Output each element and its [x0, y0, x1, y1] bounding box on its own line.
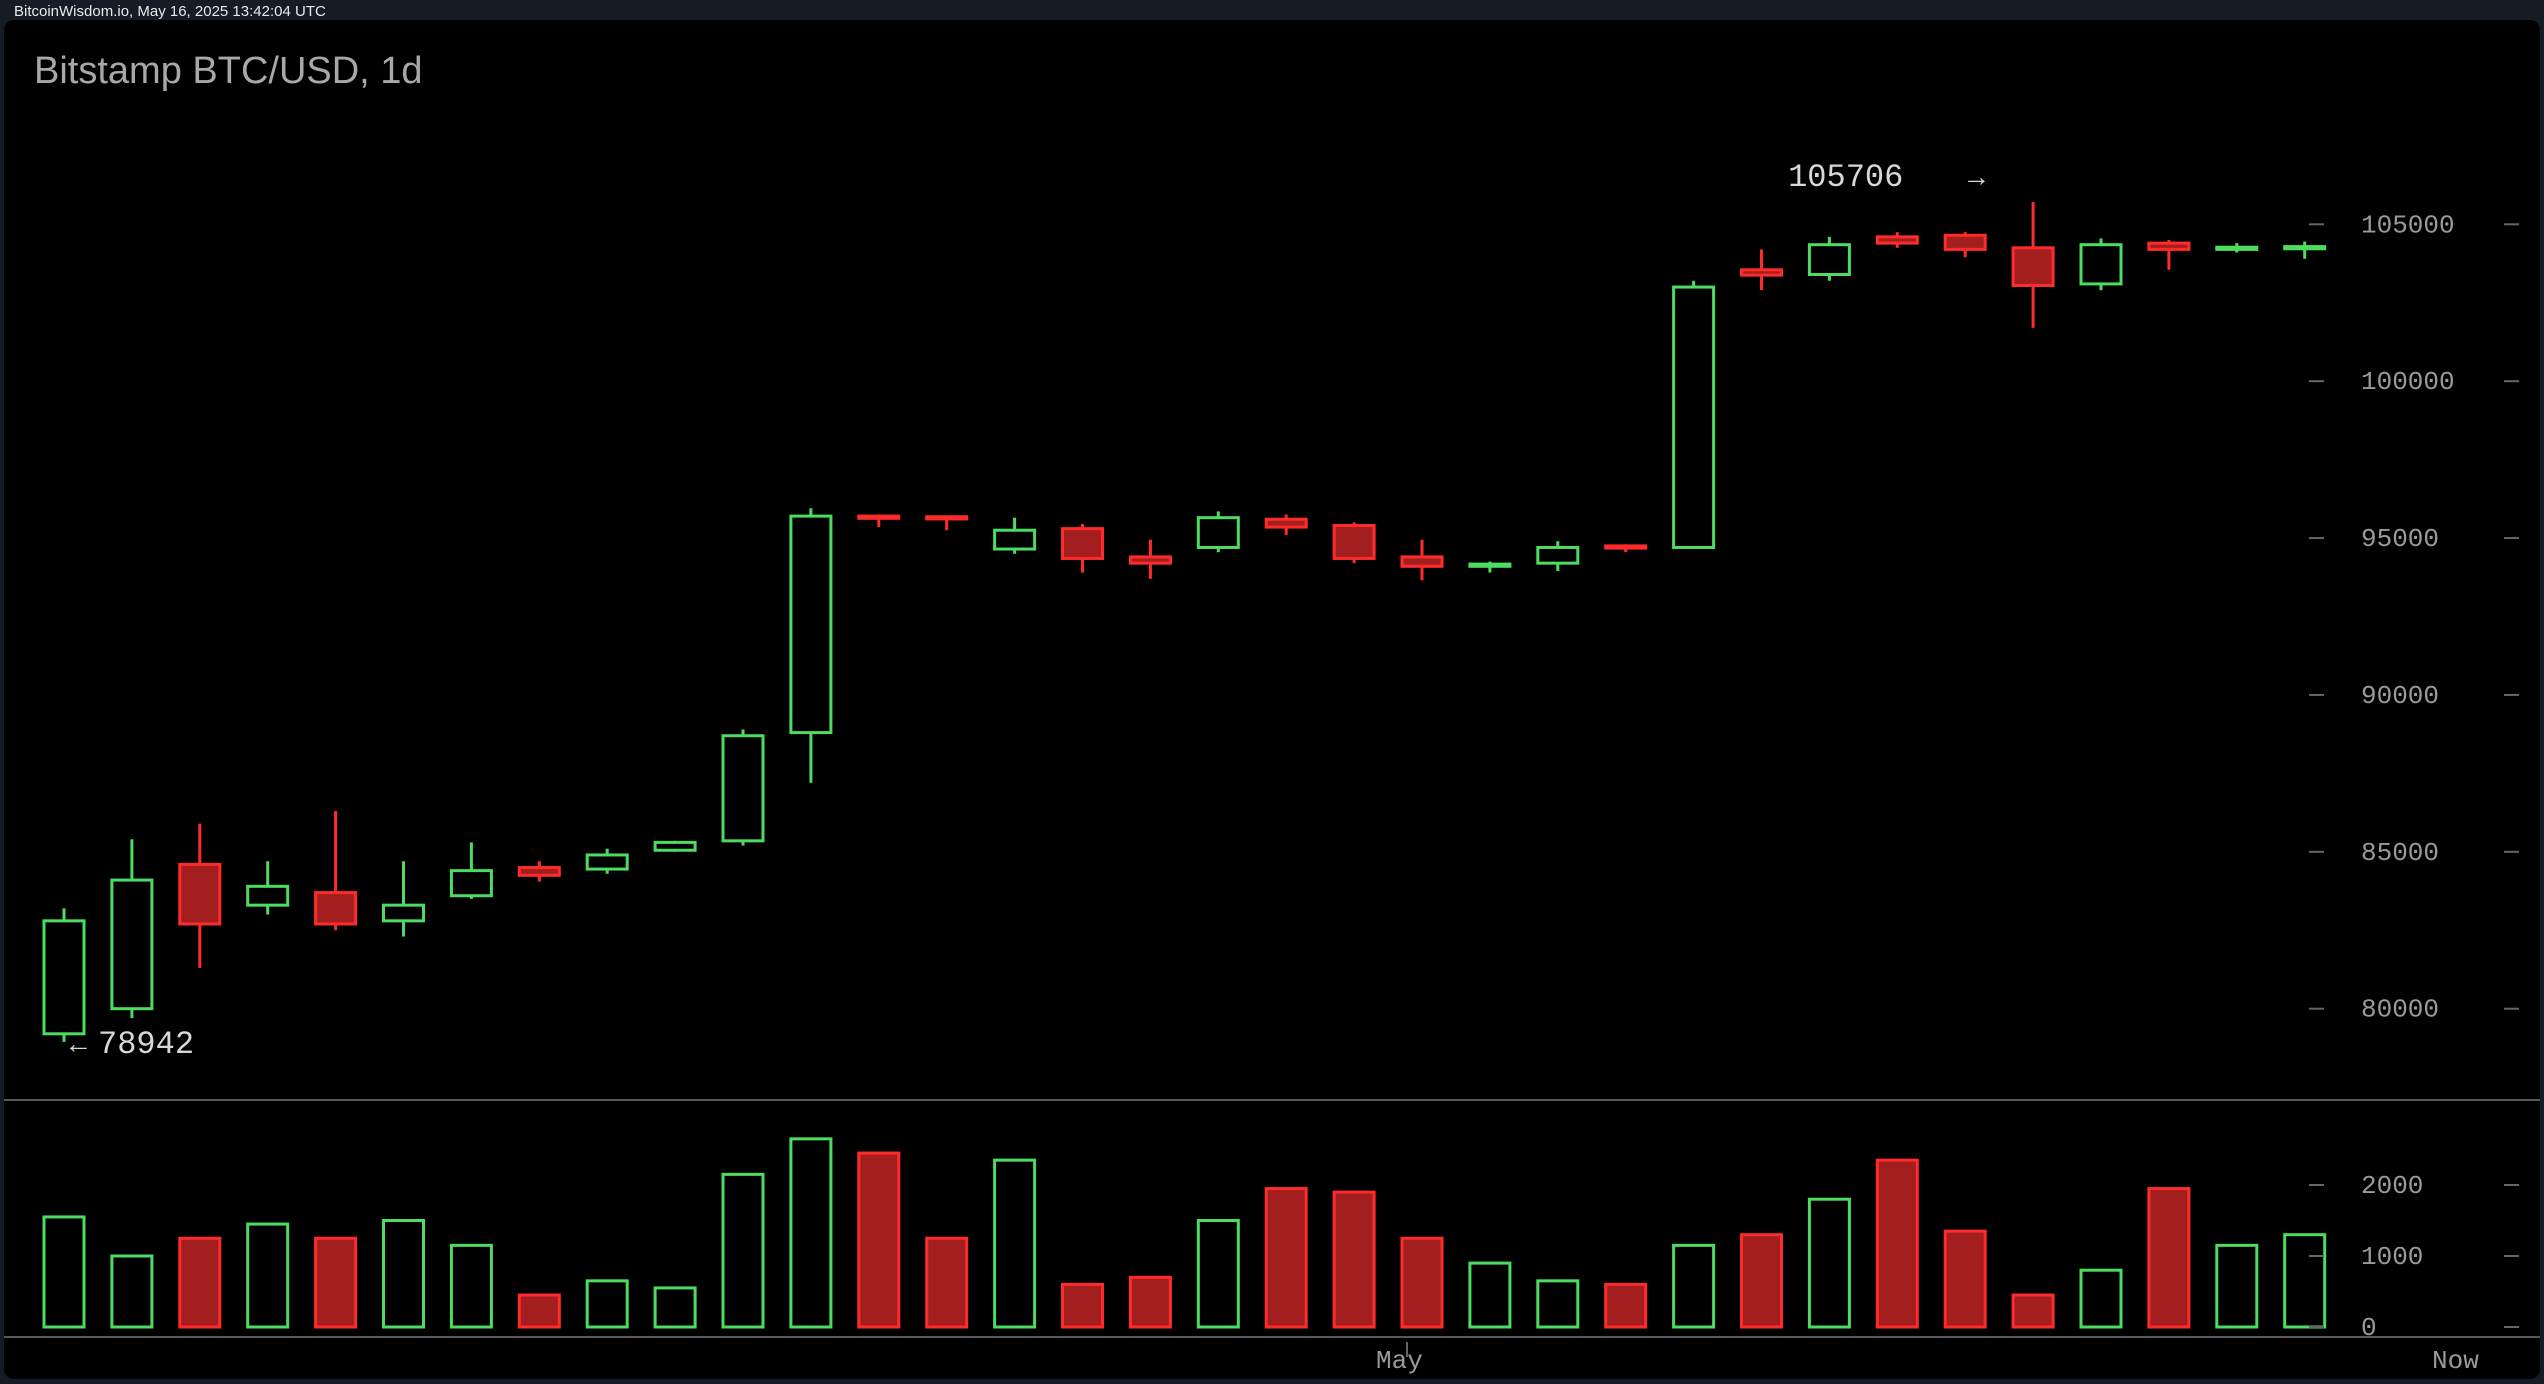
svg-text:78942: 78942 — [98, 1026, 194, 1063]
svg-text:May: May — [1376, 1346, 1423, 1376]
svg-text:2000: 2000 — [2361, 1171, 2423, 1201]
svg-text:105000: 105000 — [2361, 210, 2455, 240]
svg-text:105706: 105706 — [1788, 159, 1903, 196]
svg-text:0: 0 — [2361, 1313, 2377, 1343]
svg-text:→: → — [1968, 164, 1985, 195]
svg-text:←: ← — [70, 1031, 87, 1062]
svg-text:95000: 95000 — [2361, 524, 2439, 554]
svg-text:100000: 100000 — [2361, 367, 2455, 397]
svg-text:80000: 80000 — [2361, 995, 2439, 1025]
svg-text:1000: 1000 — [2361, 1242, 2423, 1272]
svg-text:90000: 90000 — [2361, 681, 2439, 711]
svg-text:Now: Now — [2432, 1346, 2479, 1376]
svg-text:85000: 85000 — [2361, 838, 2439, 868]
